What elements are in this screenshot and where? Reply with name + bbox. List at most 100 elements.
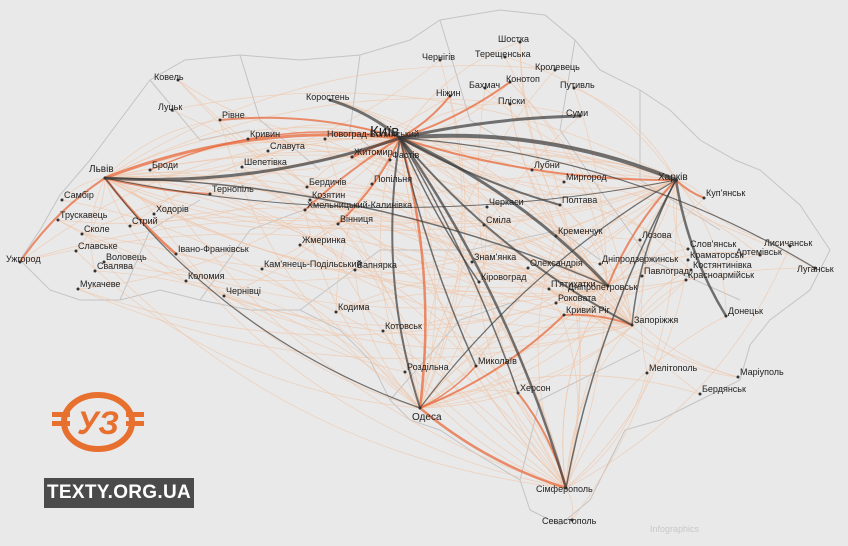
city-label[interactable]: Кривий Ріг	[566, 305, 611, 315]
city-label[interactable]: Куп'янськ	[706, 188, 745, 198]
route-arc-pale	[484, 87, 677, 181]
oblast-border	[199, 199, 331, 301]
city-label[interactable]: Ходорів	[156, 204, 189, 214]
city-label[interactable]: Красноармійськ	[688, 270, 754, 280]
route-arc-pale	[104, 59, 441, 179]
city-label[interactable]: Лубни	[534, 160, 560, 170]
city-label[interactable]: Херсон	[520, 383, 551, 393]
city-label[interactable]: Кролевець	[535, 62, 580, 72]
route-arc-pale	[354, 269, 421, 409]
city-label[interactable]: Ніжин	[436, 88, 461, 98]
city-label[interactable]: Кременчук	[558, 226, 603, 236]
city-label[interactable]: Котовськ	[385, 321, 422, 331]
city-label[interactable]: Дніпропетровськ	[568, 282, 638, 292]
route-arc-pale	[149, 169, 567, 489]
city-label[interactable]: Житомир	[354, 147, 393, 157]
city-label[interactable]: Мукачеве	[80, 279, 120, 289]
route-arc-pale	[419, 181, 565, 409]
city-label[interactable]: Славута	[270, 141, 305, 151]
city-label[interactable]: Стрий	[132, 216, 158, 226]
city-label[interactable]: Костянтинівка	[693, 260, 752, 270]
city-label[interactable]: Самбір	[64, 190, 94, 200]
city-label[interactable]: Олександрія	[530, 258, 583, 268]
city-label[interactable]: Чернігів	[422, 52, 455, 62]
city-label[interactable]: Луганськ	[797, 264, 834, 274]
city-label[interactable]: Фастів	[392, 150, 419, 160]
city-label[interactable]: Дніпродзержинськ	[602, 254, 678, 264]
city-label[interactable]: Львів	[89, 164, 114, 175]
site-label[interactable]: TEXTY.ORG.UA	[44, 478, 194, 508]
city-label[interactable]: Броди	[152, 160, 178, 170]
city-label[interactable]: Трускавець	[60, 210, 108, 220]
city-label[interactable]: Попільня	[374, 174, 412, 184]
route-arc-pale	[261, 268, 567, 489]
city-label[interactable]: Терещенська	[475, 49, 531, 59]
city-label[interactable]: Лисичанськ	[764, 238, 812, 248]
city-label[interactable]: Вінниця	[340, 214, 373, 224]
city-label[interactable]: Кривин	[250, 129, 280, 139]
city-label[interactable]: Запоріжжя	[634, 315, 678, 325]
city-label[interactable]: Путивль	[560, 80, 595, 90]
city-label[interactable]: Суми	[566, 108, 588, 118]
city-label[interactable]: Кіровоград	[481, 272, 527, 282]
city-label[interactable]: Артемівськ	[736, 247, 782, 257]
city-label[interactable]: Роковата	[558, 293, 596, 303]
city-label[interactable]: Ужгород	[6, 254, 41, 264]
route-arc-pale	[306, 186, 633, 326]
city-label[interactable]: Харків	[658, 172, 688, 183]
route-arc-pale	[565, 245, 791, 489]
city-label[interactable]: Кам'янець-Подільський	[264, 259, 362, 269]
city-label[interactable]: Хмельницький-Калинівка	[307, 200, 412, 210]
city-label[interactable]: Рівне	[222, 110, 245, 120]
city-dot	[645, 371, 649, 375]
city-label[interactable]: Івано-Франківськ	[178, 244, 249, 254]
city-label[interactable]: Кодима	[338, 302, 370, 312]
city-label[interactable]: Краматорськ	[690, 250, 743, 260]
city-label[interactable]: Бердянськ	[702, 384, 746, 394]
city-dot	[477, 280, 481, 284]
city-label[interactable]: Чернівці	[226, 286, 261, 296]
city-label[interactable]: Знам'янка	[474, 252, 516, 262]
city-label[interactable]: Свалява	[97, 261, 133, 271]
city-label[interactable]: Донецьк	[728, 306, 763, 316]
city-label[interactable]: Миколаїв	[478, 356, 517, 366]
city-label[interactable]: Одеса	[412, 412, 442, 423]
city-label[interactable]: Коломия	[188, 271, 225, 281]
city-label[interactable]: Роздільна	[407, 362, 449, 372]
city-label[interactable]: Полтава	[562, 195, 597, 205]
city-dot	[174, 252, 178, 256]
city-label[interactable]: Новоград-Волинський	[327, 129, 419, 139]
city-label[interactable]: Маріуполь	[740, 367, 784, 377]
city-label[interactable]: Сколе	[84, 224, 110, 234]
city-label[interactable]: Бердичів	[309, 177, 347, 187]
city-label[interactable]: Славське	[78, 241, 118, 251]
city-label[interactable]: Шепетівка	[244, 157, 287, 167]
city-label[interactable]: Жмеринка	[302, 235, 346, 245]
city-label[interactable]: Сімферополь	[536, 484, 593, 494]
city-label[interactable]: Козятин	[312, 190, 345, 200]
city-label[interactable]: Пліски	[498, 96, 525, 106]
city-label[interactable]: П'ятихатки	[551, 279, 596, 289]
city-label[interactable]: Тернопіль	[212, 184, 254, 194]
city-label[interactable]: Бахмач	[469, 80, 500, 90]
city-label[interactable]: Сміла	[486, 215, 511, 225]
city-label[interactable]: Слов'янськ	[690, 239, 736, 249]
city-label[interactable]: Черкаси	[489, 197, 524, 207]
city-dot	[76, 287, 80, 291]
city-label[interactable]: Мелітополь	[649, 363, 698, 373]
city-label[interactable]: Воловець	[106, 252, 147, 262]
city-label[interactable]: Павлоград	[644, 266, 690, 276]
city-label[interactable]: Севастополь	[542, 516, 597, 526]
route-arc-pale	[267, 150, 421, 409]
city-label[interactable]: Коростень	[306, 92, 350, 102]
route-arc-pale	[382, 179, 677, 332]
city-label[interactable]: Вапнярка	[357, 260, 397, 270]
city-label[interactable]: Лозова	[642, 230, 672, 240]
city-label[interactable]: Київ	[370, 123, 399, 140]
city-label[interactable]: Миргород	[566, 172, 607, 182]
city-label[interactable]: Ковель	[154, 72, 184, 82]
city-label[interactable]: Конотоп	[506, 74, 540, 84]
city-label[interactable]: Луцьк	[158, 102, 182, 112]
city-label[interactable]: Шостка	[498, 34, 529, 44]
route-arc-pale	[329, 99, 609, 287]
